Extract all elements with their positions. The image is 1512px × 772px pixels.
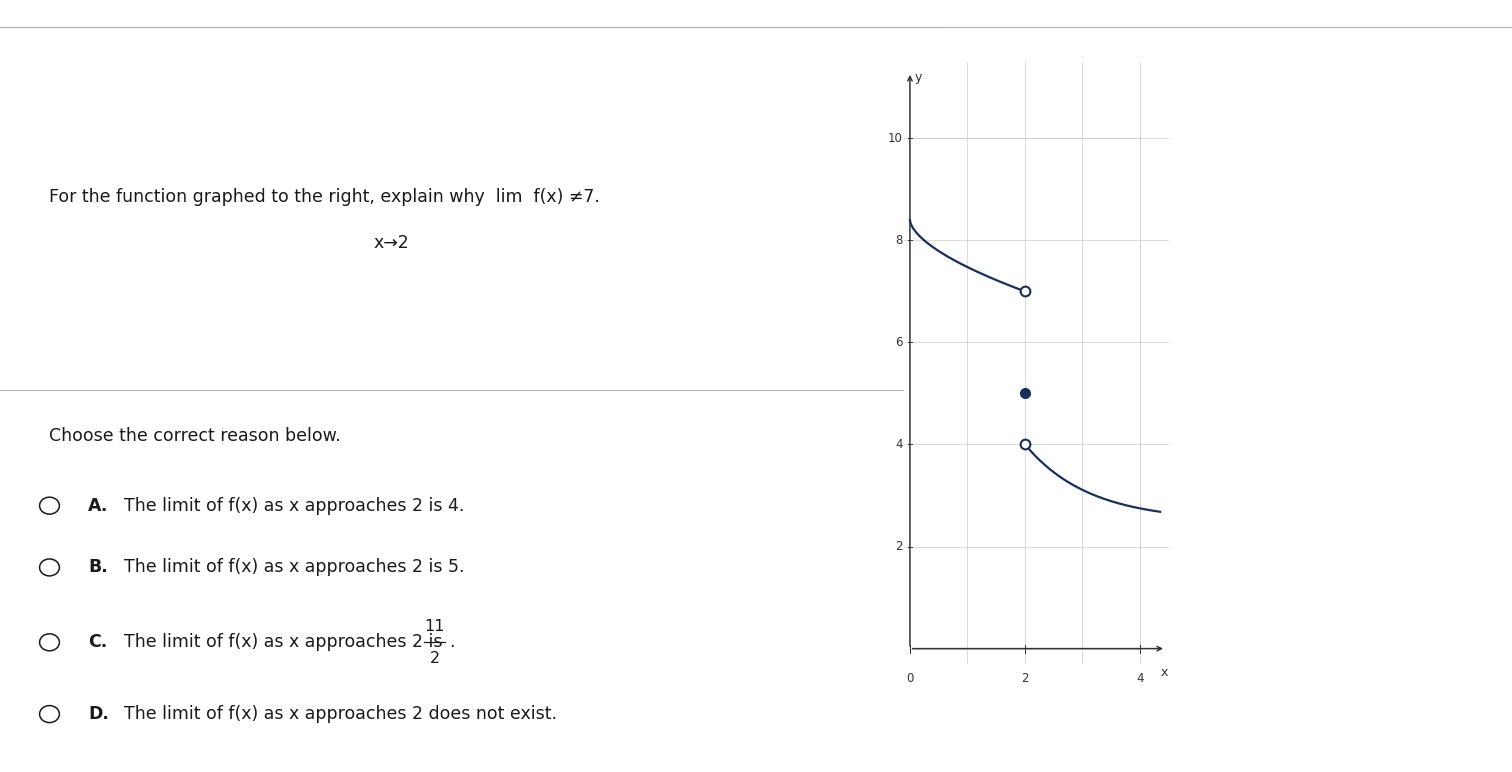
Text: The limit of f(x) as x approaches 2 is 4.: The limit of f(x) as x approaches 2 is 4…: [124, 496, 464, 515]
Text: .: .: [449, 633, 455, 652]
Text: 4: 4: [1136, 672, 1143, 685]
Text: A.: A.: [88, 496, 109, 515]
Text: D.: D.: [88, 705, 109, 723]
Text: 6: 6: [895, 336, 903, 349]
Text: For the function graphed to the right, explain why  lim  f(x) ≠7.: For the function graphed to the right, e…: [50, 188, 600, 206]
Text: The limit of f(x) as x approaches 2 is: The limit of f(x) as x approaches 2 is: [124, 633, 448, 652]
Text: The limit of f(x) as x approaches 2 does not exist.: The limit of f(x) as x approaches 2 does…: [124, 705, 556, 723]
Text: 4: 4: [895, 438, 903, 451]
Text: 8: 8: [895, 234, 903, 247]
Text: 2: 2: [895, 540, 903, 553]
Text: Choose the correct reason below.: Choose the correct reason below.: [50, 427, 342, 445]
Text: 10: 10: [888, 132, 903, 145]
Text: 2: 2: [1021, 672, 1028, 685]
Text: x→2: x→2: [373, 234, 410, 252]
Text: x: x: [1161, 666, 1167, 679]
Text: C.: C.: [88, 633, 107, 652]
Text: y: y: [915, 70, 922, 83]
Text: 2: 2: [429, 651, 440, 666]
Text: The limit of f(x) as x approaches 2 is 5.: The limit of f(x) as x approaches 2 is 5…: [124, 558, 464, 577]
Text: 11: 11: [425, 618, 445, 634]
Text: B.: B.: [88, 558, 107, 577]
Text: 0: 0: [906, 672, 913, 685]
